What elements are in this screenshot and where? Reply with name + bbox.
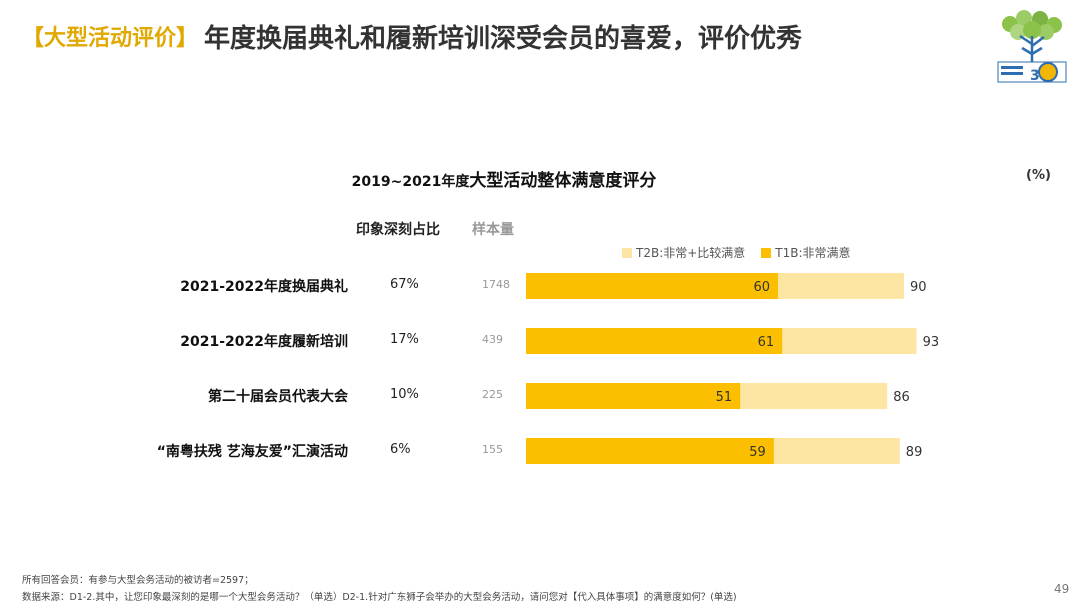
legend-item-t2b: T2B:非常+比较满意	[622, 244, 745, 261]
data-label-t2b: 89	[906, 445, 923, 460]
impression-column-header: 印象深刻占比	[356, 222, 440, 238]
bar-t1b	[526, 273, 778, 299]
legend-item-t1b: T1B:非常满意	[761, 244, 851, 261]
sample-size-value: 1748	[482, 278, 510, 291]
chart-title-prefix: 2019~2021年度	[351, 174, 470, 190]
category-label: 2021-2022年度换届典礼	[180, 279, 348, 295]
legend-swatch-t2b	[622, 247, 632, 258]
impression-share-value: 17%	[390, 332, 419, 347]
chart-title: 2019~2021年度大型活动整体满意度评分	[0, 166, 1008, 191]
category-label: 2021-2022年度履新培训	[180, 334, 348, 350]
data-label-t1b: 51	[716, 390, 733, 405]
sample-size-value: 225	[482, 388, 503, 401]
chart-title-main: 大型活动整体满意度评分	[469, 171, 657, 191]
title-tag: 【大型活动评价】	[22, 26, 199, 51]
data-label-t2b: 90	[910, 280, 927, 295]
bar-t1b	[526, 438, 774, 464]
impression-share-value: 10%	[390, 387, 419, 402]
svg-text:3: 3	[1030, 68, 1040, 84]
legend-label-t1b: T1B:非常满意	[775, 246, 851, 260]
data-label-t1b: 60	[753, 280, 770, 295]
slide-title: 【大型活动评价】 年度换届典礼和履新培训深受会员的喜爱，评价优秀	[22, 14, 802, 58]
impression-share-value: 6%	[390, 442, 411, 457]
bar-t1b	[526, 383, 741, 409]
category-label: 第二十届会员代表大会	[208, 389, 348, 405]
legend-swatch-t1b	[761, 247, 772, 258]
title-text: 年度换届典礼和履新培训深受会员的喜爱，评价优秀	[204, 23, 803, 54]
page-number: 49	[1054, 582, 1070, 596]
category-label: “南粤扶残 艺海友爱”汇演活动	[156, 444, 348, 460]
data-label-t1b: 59	[749, 445, 766, 460]
data-label-t2b: 93	[923, 335, 940, 350]
unit-label: (%)	[1026, 168, 1051, 183]
bar-t1b	[526, 328, 783, 354]
chart-legend: T2B:非常+比较满意 T1B:非常满意	[622, 244, 867, 261]
data-label-t1b: 61	[758, 335, 775, 350]
sample-column-header: 样本量	[472, 222, 514, 238]
footer-note: 所有回答会员：有参与大型会务活动的被访者=2597；	[22, 575, 254, 586]
impression-share-value: 67%	[390, 277, 419, 292]
sample-size-value: 155	[482, 443, 503, 456]
footer-source: 数据来源：D1-2.其中，让您印象最深刻的是哪一个大型会务活动？（单选）D2-1…	[22, 592, 737, 603]
organization-logo-icon: 3	[997, 10, 1067, 84]
legend-label-t2b: T2B:非常+比较满意	[636, 246, 746, 260]
sample-size-value: 439	[482, 333, 503, 346]
data-label-t2b: 86	[893, 390, 910, 405]
